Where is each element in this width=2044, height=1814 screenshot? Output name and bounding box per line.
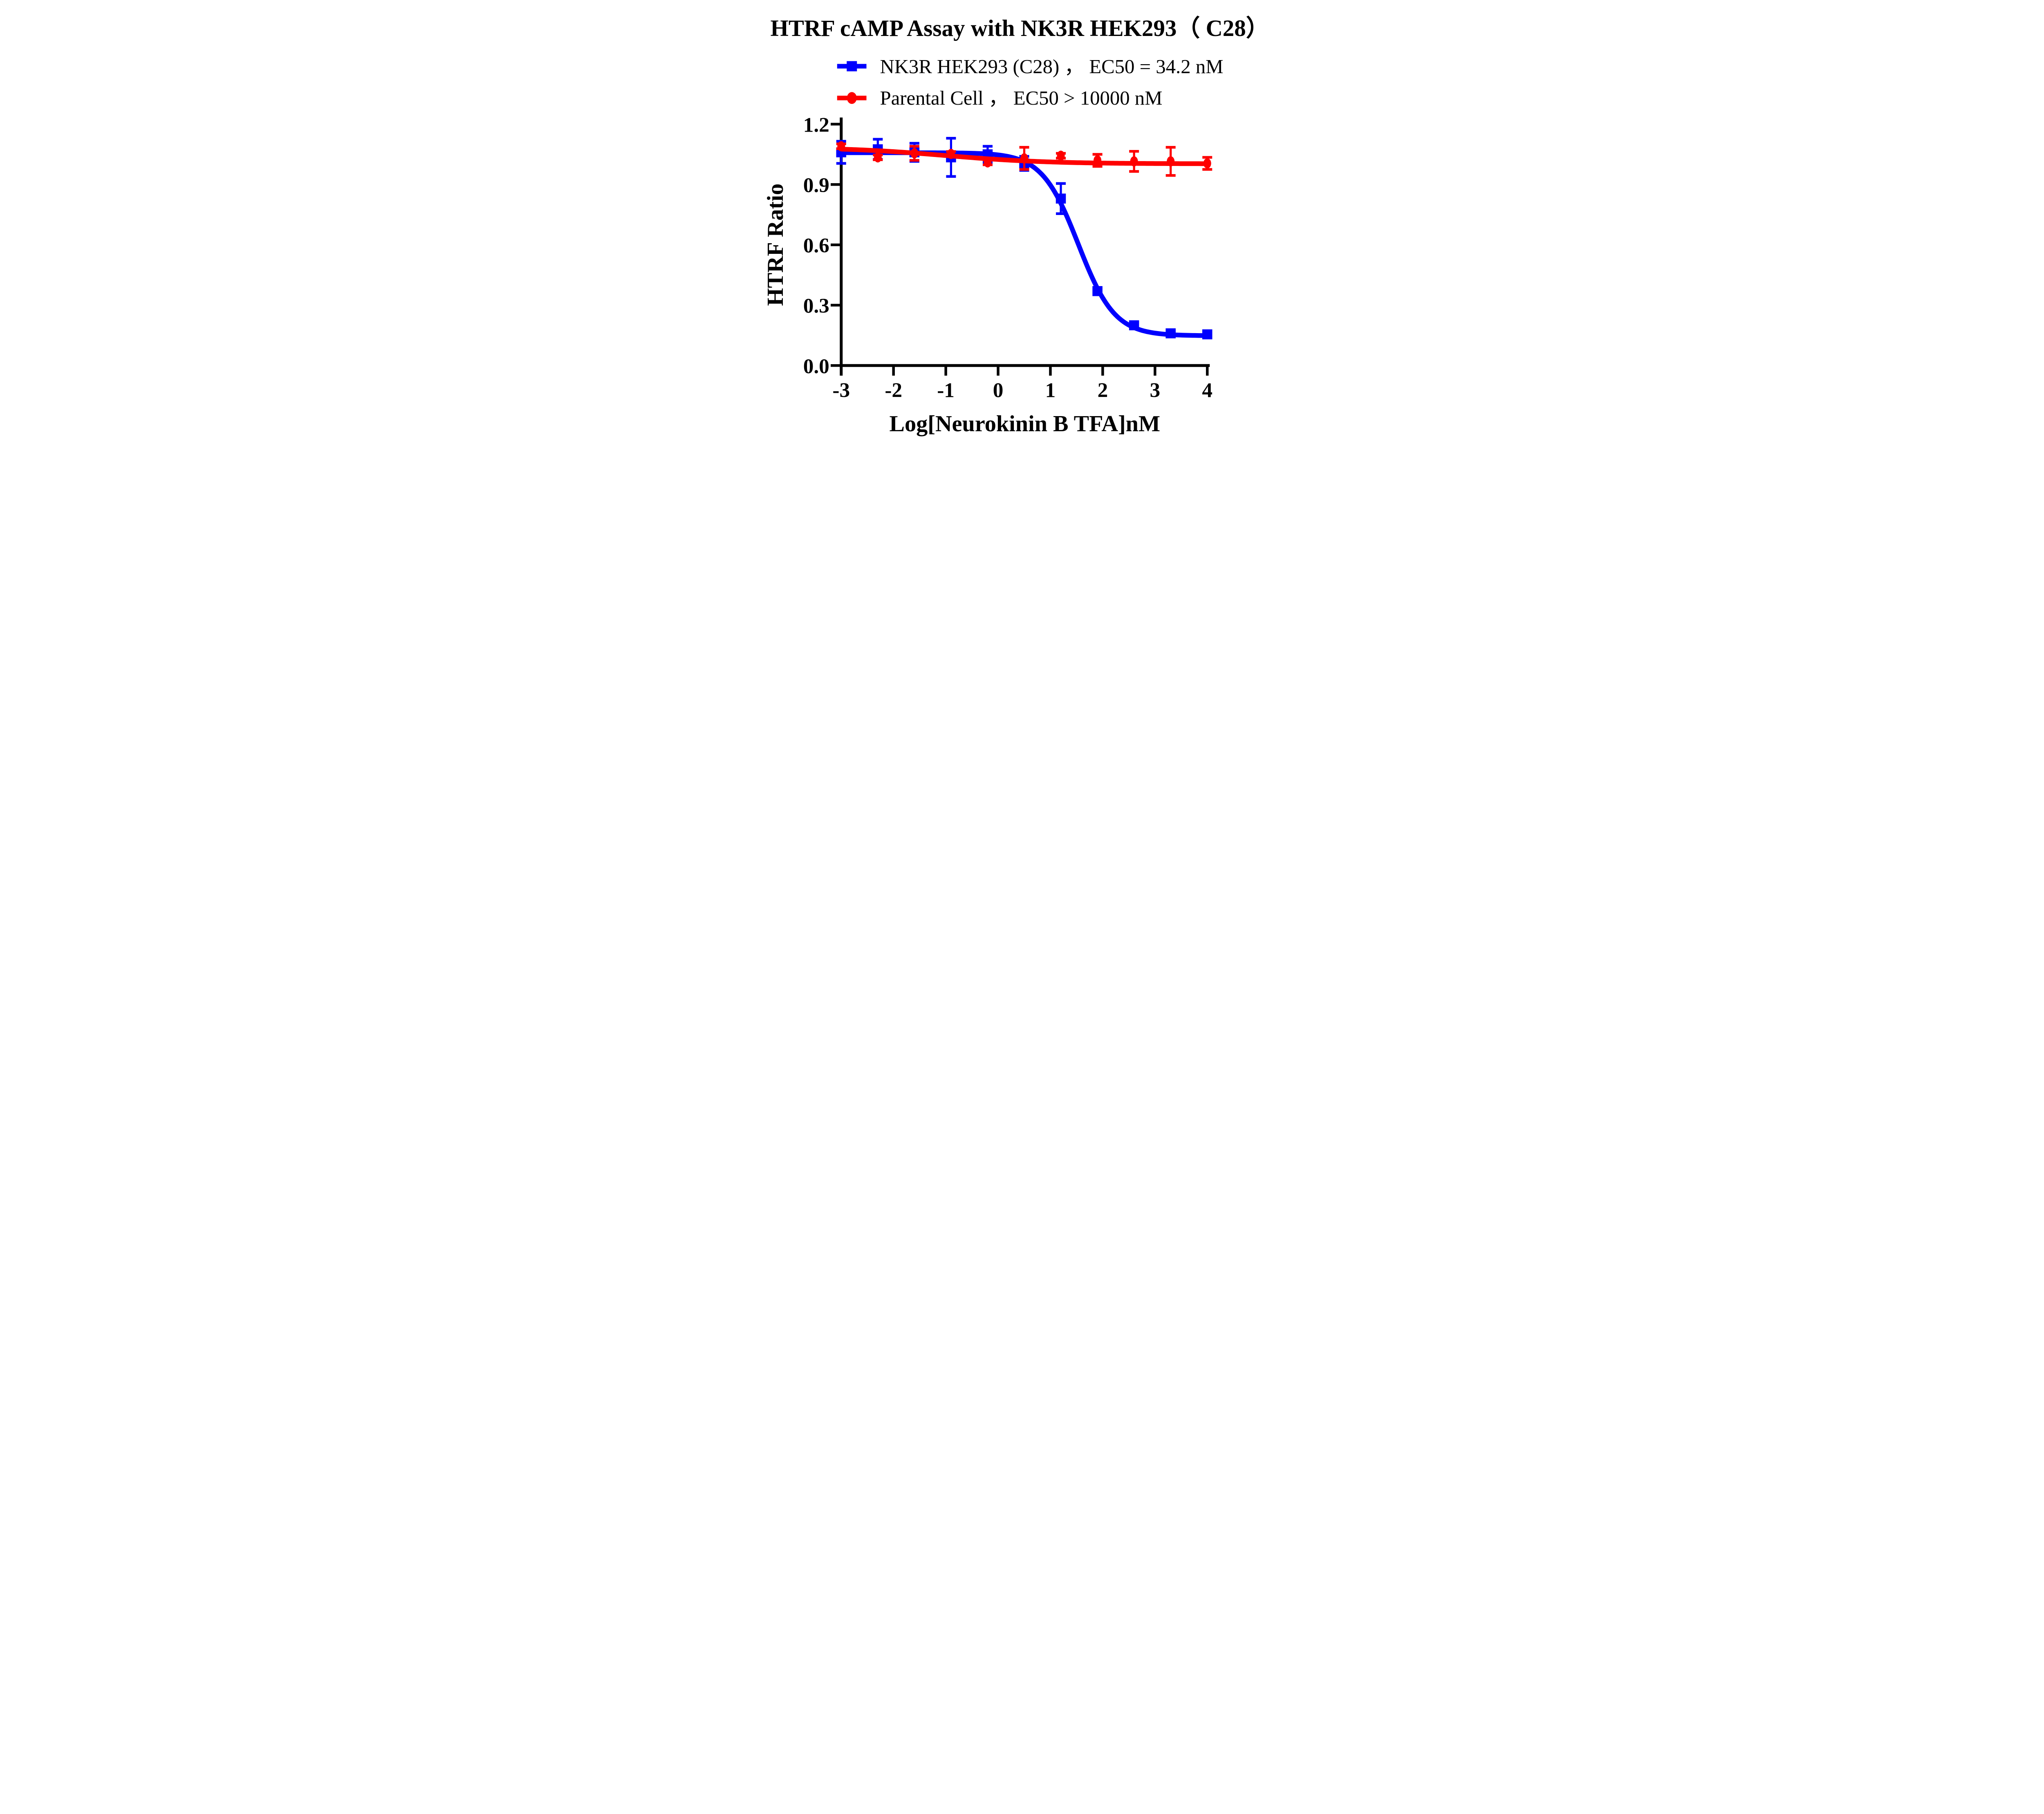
error-bar-cap — [1202, 168, 1212, 171]
legend: NK3R HEK293 (C28) ， EC50 = 34.2 nM Paren… — [837, 56, 1223, 109]
chart-title: HTRF cAMP Assay with NK3R HEK293（ C28） — [770, 16, 1269, 41]
x-tick — [1153, 365, 1156, 376]
error-bar-cap — [1129, 150, 1139, 153]
error-bar-cap — [982, 145, 993, 148]
y-tick — [830, 243, 841, 246]
error-bar-cap — [1165, 174, 1176, 177]
error-bar-cap — [1092, 153, 1103, 156]
error-bar-cap — [1019, 146, 1029, 149]
legend-item-nk3r: NK3R HEK293 (C28) ， EC50 = 34.2 nM — [837, 56, 1223, 78]
x-tick — [1049, 365, 1052, 376]
data-point-circle — [1203, 158, 1211, 169]
figure-page: HTRF cAMP Assay with NK3R HEK293（ C28） N… — [752, 0, 1292, 454]
error-bar-cap — [1056, 182, 1066, 185]
x-tick-label: -2 — [885, 378, 902, 402]
y-tick-label: 0.3 — [803, 294, 829, 318]
error-bar-cap — [1202, 156, 1212, 159]
y-tick-label: 1.2 — [803, 113, 829, 137]
x-tick-label: 2 — [1097, 378, 1108, 402]
legend-circle-marker-icon — [847, 92, 857, 104]
data-point-circle — [1166, 156, 1174, 167]
data-point-circle — [1020, 153, 1028, 163]
data-point-square — [1092, 286, 1103, 296]
data-series — [836, 137, 1212, 340]
error-bar-cap — [1019, 168, 1029, 171]
error-bar-cap — [836, 162, 846, 165]
x-tick — [1206, 365, 1208, 376]
y-tick-label: 0.6 — [803, 234, 829, 258]
x-tick-label: 4 — [1202, 378, 1213, 402]
data-point-circle — [1130, 156, 1138, 167]
legend-item-parental: Parental Cell ， EC50 > 10000 nM — [837, 87, 1162, 109]
data-point-circle — [947, 149, 955, 159]
x-tick-label: 3 — [1150, 378, 1160, 402]
y-tick-label: 0.9 — [803, 174, 829, 197]
y-axis-line — [839, 117, 843, 376]
x-tick — [840, 365, 843, 376]
y-axis-title: HTRF Ratio — [763, 184, 788, 306]
dose-response-chart: HTRF cAMP Assay with NK3R HEK293（ C28） N… — [752, 0, 1292, 454]
x-tick-label: 1 — [1045, 378, 1056, 402]
y-tick-label: 0.0 — [803, 355, 829, 378]
axes: 0.0 0.3 0.6 0.9 1.2 -3 -2 -1 0 1 2 3 4 — [803, 113, 1212, 402]
data-point-circle — [983, 157, 991, 168]
legend-square-marker-icon — [846, 61, 857, 72]
error-bar-cap — [946, 137, 956, 140]
x-axis-line — [839, 364, 1210, 367]
y-tick — [830, 183, 841, 186]
error-bar-cap — [1129, 170, 1139, 173]
error-bar-cap — [909, 159, 919, 162]
data-point-circle — [910, 148, 918, 159]
error-bar-cap — [909, 142, 919, 145]
data-point-circle — [1057, 150, 1065, 161]
legend-label-nk3r: NK3R HEK293 (C28) ， EC50 = 34.2 nM — [880, 56, 1223, 78]
data-point-square — [1165, 328, 1176, 338]
data-point-circle — [874, 152, 882, 163]
x-tick — [944, 365, 947, 376]
legend-label-parental: Parental Cell ， EC50 > 10000 nM — [880, 87, 1162, 109]
error-bar-cap — [1092, 165, 1103, 168]
y-tick — [830, 123, 841, 126]
error-bar-cap — [1056, 212, 1066, 215]
data-point-square — [1056, 193, 1066, 204]
data-point-circle — [1093, 155, 1101, 166]
error-bar-cap — [946, 175, 956, 178]
error-bar-cap — [909, 145, 919, 148]
data-point-square — [1129, 320, 1139, 331]
x-tick — [892, 365, 895, 376]
x-axis-title: Log[Neurokinin B TFA]nM — [889, 411, 1160, 437]
y-tick — [830, 364, 841, 367]
data-point-square — [1202, 329, 1212, 340]
x-tick — [1101, 365, 1104, 376]
y-axis-ticks: 0.0 0.3 0.6 0.9 1.2 — [803, 113, 841, 378]
x-axis-ticks: -3 -2 -1 0 1 2 3 4 — [832, 365, 1213, 402]
error-bar-cap — [872, 138, 883, 141]
x-tick-label: 0 — [993, 378, 1003, 402]
y-tick — [830, 304, 841, 307]
series-circle — [836, 141, 1212, 177]
error-bar-cap — [1165, 146, 1176, 149]
x-tick — [996, 365, 1000, 376]
x-tick-label: -3 — [832, 378, 850, 402]
data-point-circle — [837, 141, 845, 152]
x-tick-label: -1 — [937, 378, 955, 402]
